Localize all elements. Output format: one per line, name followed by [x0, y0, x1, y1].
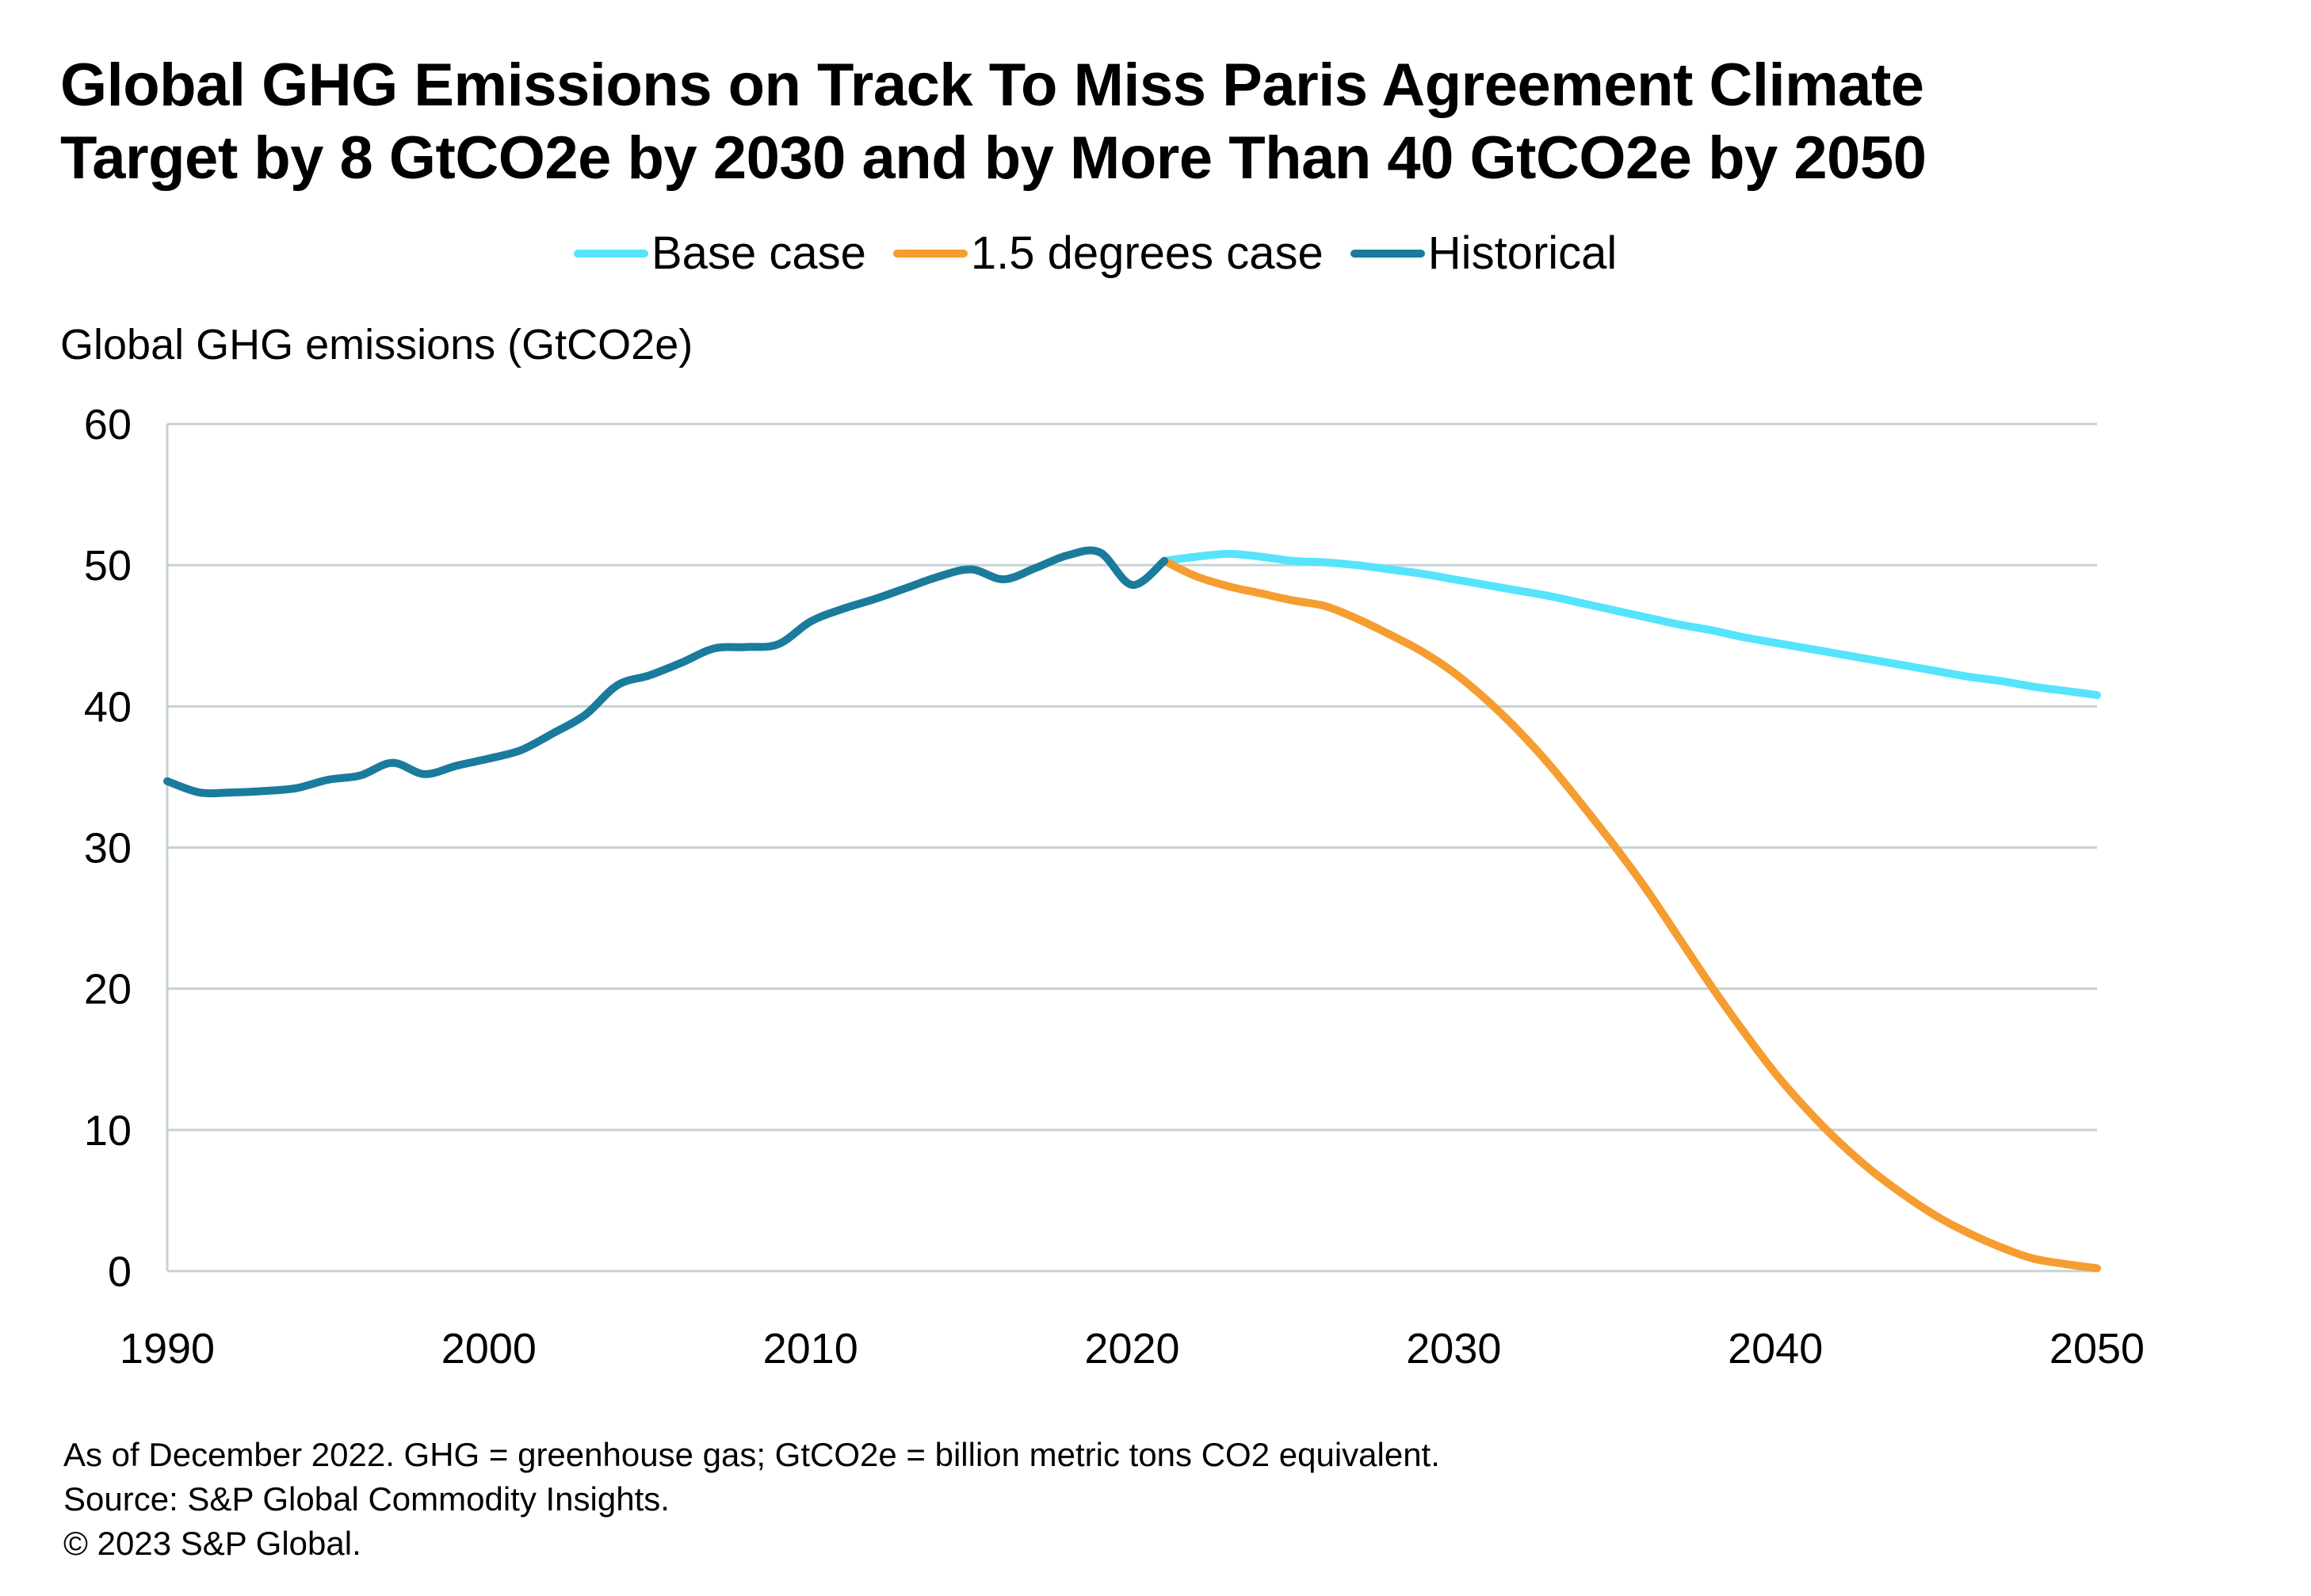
- footnote: As of December 2022. GHG = greenhouse ga…: [63, 1433, 1440, 1566]
- footnote-source: Source: S&P Global Commodity Insights.: [63, 1480, 670, 1518]
- legend-label-1-5-degrees-case: 1.5 degrees case: [970, 227, 1324, 279]
- y-tick-label: 20: [84, 966, 132, 1014]
- legend-label-historical: Historical: [1427, 227, 1618, 279]
- x-tick-label: 2020: [1084, 1325, 1179, 1373]
- series-line-base-case: [1160, 549, 2101, 700]
- legend-swatch-1-5-degrees-case: [892, 249, 968, 258]
- series-line-1-5-degrees-case: [1160, 556, 2101, 1273]
- x-tick-labels: 1990 2000 2010 2020 2030 2040 2050: [120, 1325, 2145, 1373]
- legend-item-1-5-degrees-case: 1.5 degrees case: [892, 227, 1324, 280]
- series-line-historical: [163, 546, 1169, 798]
- chart-title-line-2: Target by 8 GtCO2e by 2030 and by More T…: [60, 124, 1927, 192]
- y-tick-labels: 0 10 20 30 40 50 60: [84, 401, 132, 1296]
- series-lines: [163, 546, 2101, 1273]
- gridlines: [166, 422, 2097, 1273]
- y-tick-label: 40: [84, 683, 132, 731]
- x-tick-label: 2040: [1728, 1325, 1823, 1373]
- legend-label-base-case: Base case: [651, 227, 866, 279]
- x-tick-label: 2010: [763, 1325, 858, 1373]
- chart-title: Global GHG Emissions on Track To Miss Pa…: [60, 49, 2200, 195]
- y-tick-label: 10: [84, 1107, 132, 1155]
- y-tick-label: 50: [84, 542, 132, 590]
- legend: Base case 1.5 degrees case Historical: [574, 227, 1644, 280]
- y-axis-label: Global GHG emissions (GtCO2e): [60, 321, 693, 368]
- x-tick-label: 1990: [120, 1325, 215, 1373]
- legend-item-historical: Historical: [1350, 227, 1618, 280]
- y-tick-label: 30: [84, 825, 132, 872]
- legend-swatch-historical: [1350, 249, 1425, 258]
- x-tick-label: 2000: [441, 1325, 537, 1373]
- footnote-copyright: © 2023 S&P Global.: [63, 1525, 361, 1562]
- y-tick-label: 0: [108, 1248, 132, 1296]
- legend-item-base-case: Base case: [574, 227, 866, 280]
- y-tick-label: 60: [84, 401, 132, 449]
- legend-swatch-base-case: [574, 249, 648, 258]
- x-tick-label: 2050: [2049, 1325, 2145, 1373]
- footnote-definitions: As of December 2022. GHG = greenhouse ga…: [63, 1436, 1440, 1473]
- chart-title-line-1: Global GHG Emissions on Track To Miss Pa…: [60, 52, 1924, 119]
- x-tick-label: 2030: [1406, 1325, 1501, 1373]
